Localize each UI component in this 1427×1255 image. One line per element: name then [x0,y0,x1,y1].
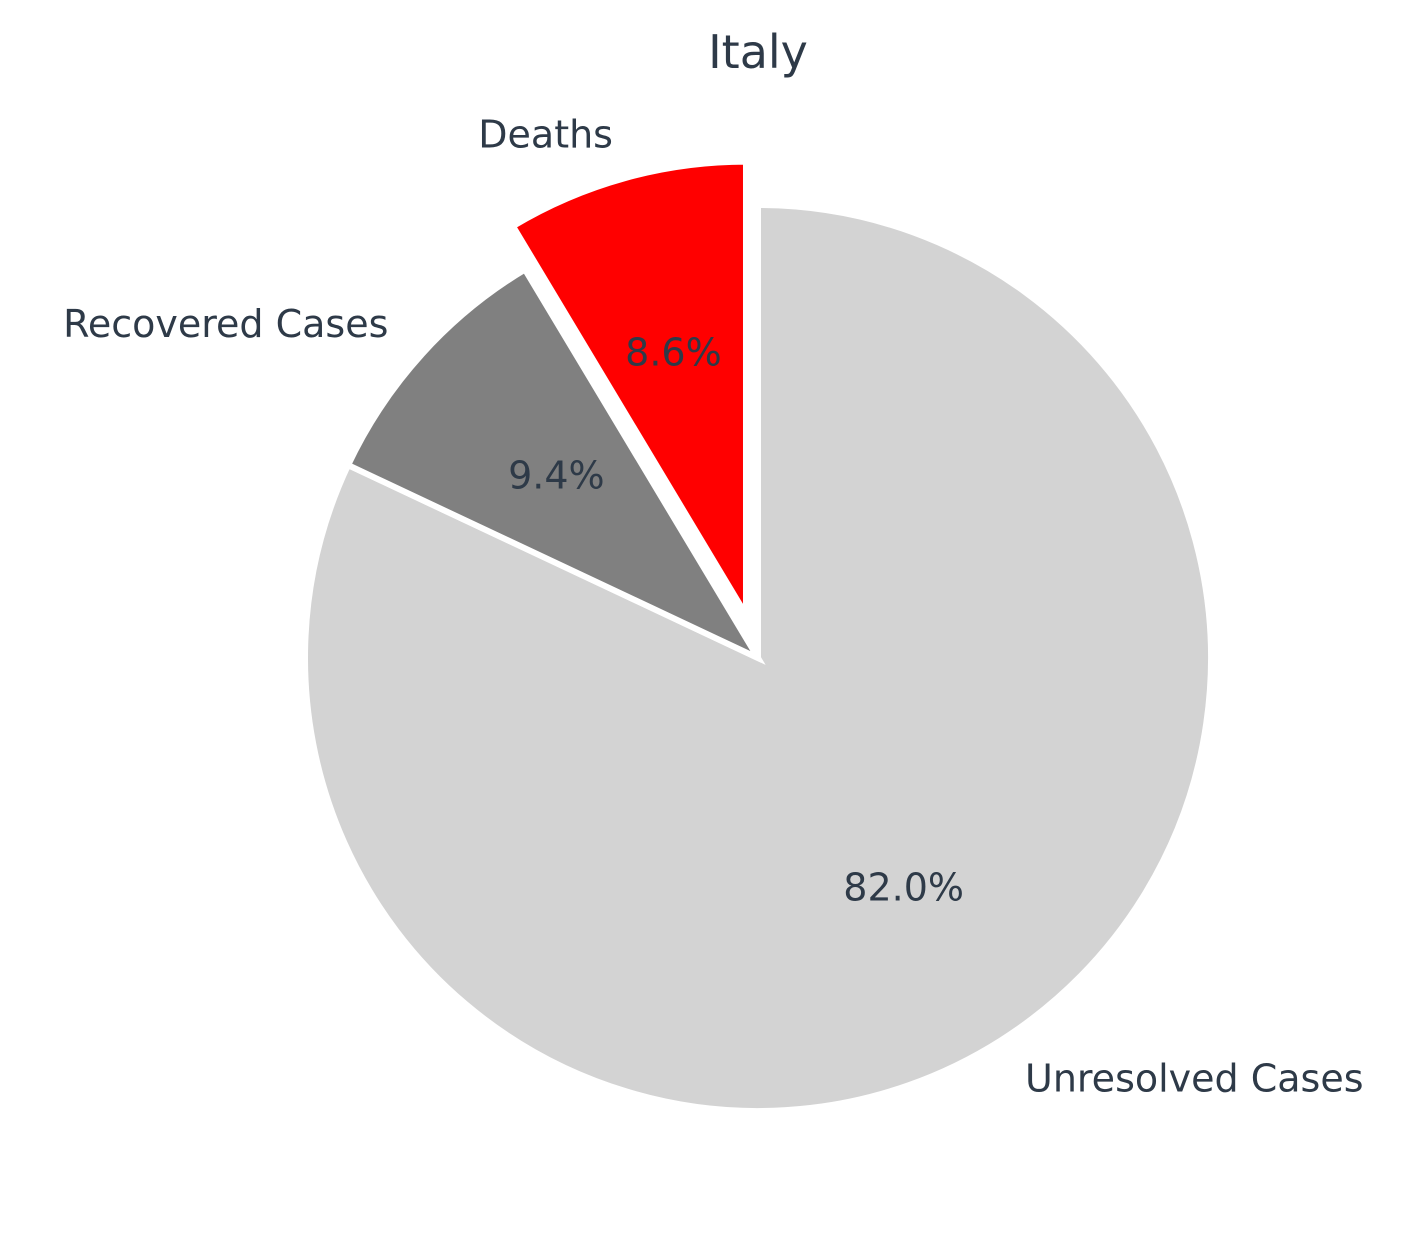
pie-labels: 82.0% Unresolved Cases 9.4% Recovered Cases… [63,112,1363,1100]
pie-pct-label-recovered-cases: 9.4% [508,454,605,498]
chart-title: Italy [708,25,808,79]
pie-category-label-unresolved-cases: Unresolved Cases [1025,1057,1364,1101]
pie-pct-label-unresolved-cases: 82.0% [843,865,964,909]
pie-slice-recovered-cases [344,265,766,665]
pie-category-label-deaths: Deaths [478,112,613,156]
pie-slice-deaths [508,158,749,626]
pie-pct-label-deaths: 8.6% [625,331,722,375]
pie-category-label-recovered-cases: Recovered Cases [63,302,388,346]
pie-slices [302,158,1214,1114]
